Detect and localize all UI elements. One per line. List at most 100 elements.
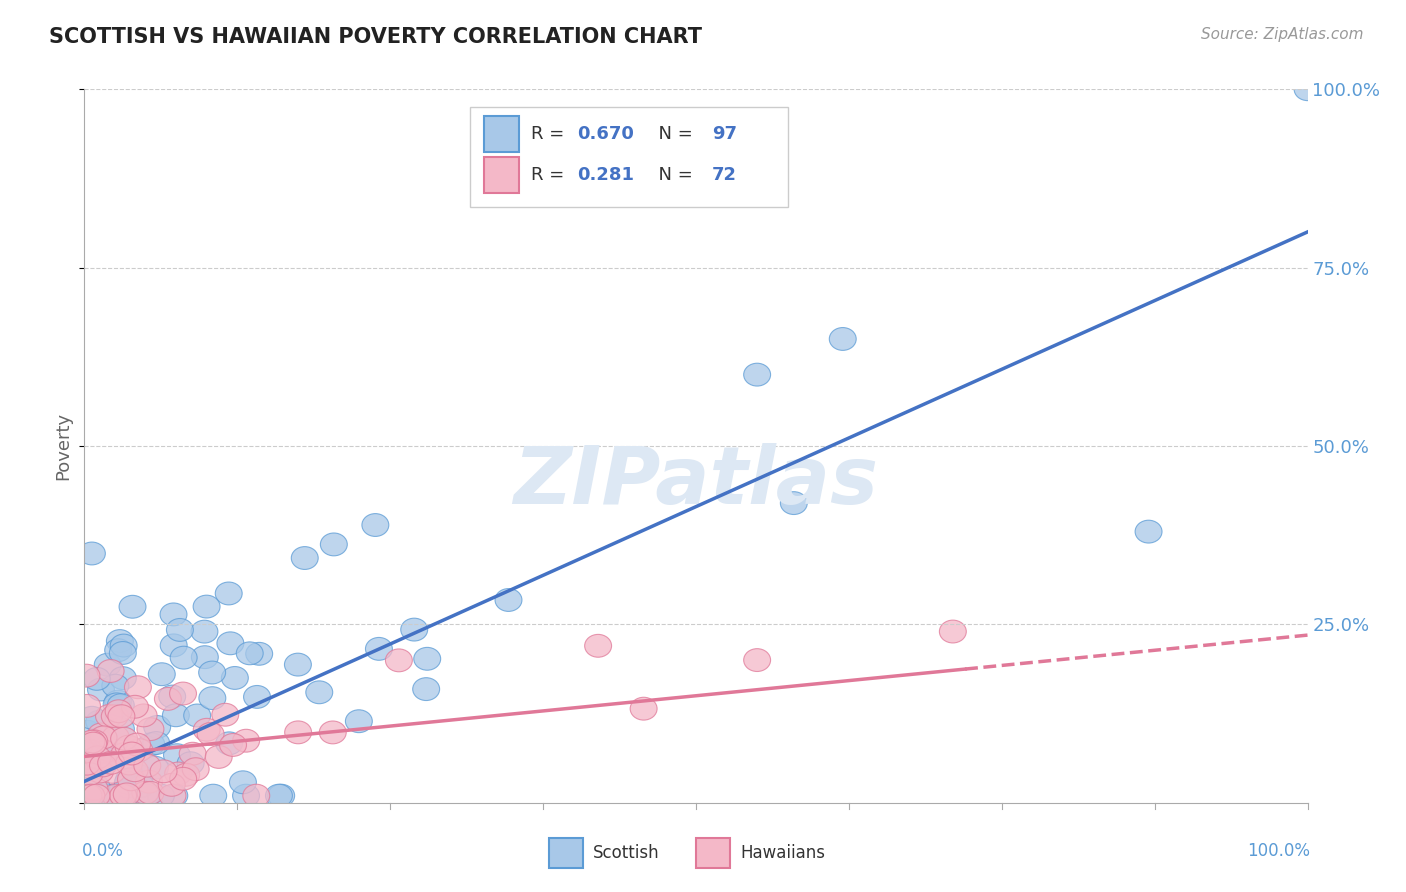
Ellipse shape bbox=[90, 732, 118, 755]
Ellipse shape bbox=[232, 784, 260, 807]
Ellipse shape bbox=[107, 784, 134, 807]
Ellipse shape bbox=[110, 784, 136, 807]
Ellipse shape bbox=[150, 760, 177, 782]
Text: R =: R = bbox=[531, 166, 569, 184]
Ellipse shape bbox=[215, 732, 243, 755]
Ellipse shape bbox=[830, 327, 856, 351]
Ellipse shape bbox=[105, 700, 132, 723]
Ellipse shape bbox=[163, 744, 190, 766]
Ellipse shape bbox=[75, 784, 101, 807]
Ellipse shape bbox=[183, 757, 209, 780]
Ellipse shape bbox=[413, 648, 440, 670]
Ellipse shape bbox=[173, 764, 200, 786]
Ellipse shape bbox=[77, 784, 104, 807]
Text: ZIPatlas: ZIPatlas bbox=[513, 442, 879, 521]
Ellipse shape bbox=[267, 784, 295, 807]
Ellipse shape bbox=[385, 649, 412, 672]
Ellipse shape bbox=[198, 661, 225, 684]
Ellipse shape bbox=[103, 693, 131, 715]
Y-axis label: Poverty: Poverty bbox=[55, 412, 73, 480]
Ellipse shape bbox=[266, 784, 292, 807]
Text: 97: 97 bbox=[711, 125, 737, 143]
Ellipse shape bbox=[221, 666, 249, 690]
Ellipse shape bbox=[101, 674, 129, 698]
Text: 72: 72 bbox=[711, 166, 737, 184]
Ellipse shape bbox=[93, 747, 120, 770]
Ellipse shape bbox=[284, 653, 311, 676]
Ellipse shape bbox=[193, 718, 221, 741]
Ellipse shape bbox=[128, 775, 155, 797]
Ellipse shape bbox=[108, 705, 135, 728]
Ellipse shape bbox=[111, 743, 138, 765]
Ellipse shape bbox=[284, 721, 312, 744]
FancyBboxPatch shape bbox=[550, 838, 583, 868]
Ellipse shape bbox=[159, 784, 186, 807]
Ellipse shape bbox=[121, 696, 149, 718]
Ellipse shape bbox=[177, 752, 204, 774]
Text: Scottish: Scottish bbox=[593, 844, 659, 862]
Ellipse shape bbox=[291, 547, 318, 569]
Ellipse shape bbox=[86, 710, 112, 733]
Ellipse shape bbox=[131, 784, 157, 807]
Ellipse shape bbox=[86, 784, 112, 807]
Ellipse shape bbox=[75, 721, 101, 743]
Ellipse shape bbox=[104, 639, 132, 662]
Ellipse shape bbox=[82, 777, 108, 800]
Ellipse shape bbox=[76, 775, 103, 797]
Ellipse shape bbox=[90, 726, 117, 748]
FancyBboxPatch shape bbox=[484, 116, 519, 152]
Ellipse shape bbox=[87, 754, 114, 777]
Ellipse shape bbox=[79, 706, 105, 729]
FancyBboxPatch shape bbox=[484, 157, 519, 193]
Ellipse shape bbox=[165, 762, 191, 785]
Ellipse shape bbox=[229, 771, 256, 794]
Ellipse shape bbox=[93, 784, 120, 807]
Ellipse shape bbox=[97, 659, 124, 682]
Ellipse shape bbox=[89, 784, 117, 807]
Ellipse shape bbox=[166, 618, 194, 641]
Ellipse shape bbox=[100, 784, 127, 807]
Ellipse shape bbox=[138, 733, 165, 756]
Ellipse shape bbox=[83, 667, 110, 690]
Text: 0.670: 0.670 bbox=[578, 125, 634, 143]
Ellipse shape bbox=[630, 698, 657, 720]
Ellipse shape bbox=[117, 777, 143, 799]
Ellipse shape bbox=[110, 784, 136, 807]
Ellipse shape bbox=[118, 742, 145, 765]
Ellipse shape bbox=[72, 784, 98, 807]
Ellipse shape bbox=[160, 634, 187, 657]
Ellipse shape bbox=[198, 687, 226, 709]
Ellipse shape bbox=[83, 775, 110, 798]
Ellipse shape bbox=[163, 704, 190, 727]
Ellipse shape bbox=[93, 784, 120, 807]
Text: N =: N = bbox=[647, 125, 699, 143]
Ellipse shape bbox=[319, 721, 346, 744]
Ellipse shape bbox=[73, 665, 100, 687]
Ellipse shape bbox=[87, 723, 115, 746]
Ellipse shape bbox=[131, 704, 157, 727]
Ellipse shape bbox=[91, 727, 118, 750]
Ellipse shape bbox=[191, 646, 218, 669]
Ellipse shape bbox=[135, 770, 163, 793]
Ellipse shape bbox=[76, 739, 103, 762]
Ellipse shape bbox=[305, 681, 333, 704]
Ellipse shape bbox=[114, 783, 141, 805]
Ellipse shape bbox=[107, 694, 134, 716]
Ellipse shape bbox=[87, 678, 114, 701]
Ellipse shape bbox=[413, 678, 440, 700]
Ellipse shape bbox=[77, 784, 105, 807]
Ellipse shape bbox=[219, 733, 246, 756]
Ellipse shape bbox=[96, 705, 122, 728]
Ellipse shape bbox=[101, 705, 128, 728]
Text: N =: N = bbox=[647, 166, 699, 184]
Ellipse shape bbox=[103, 725, 129, 748]
Ellipse shape bbox=[236, 642, 263, 665]
Ellipse shape bbox=[232, 730, 260, 752]
Ellipse shape bbox=[110, 634, 138, 657]
Ellipse shape bbox=[321, 533, 347, 556]
Ellipse shape bbox=[243, 784, 270, 807]
Ellipse shape bbox=[110, 666, 136, 690]
Ellipse shape bbox=[160, 603, 187, 626]
Ellipse shape bbox=[217, 632, 243, 655]
Ellipse shape bbox=[184, 704, 211, 727]
